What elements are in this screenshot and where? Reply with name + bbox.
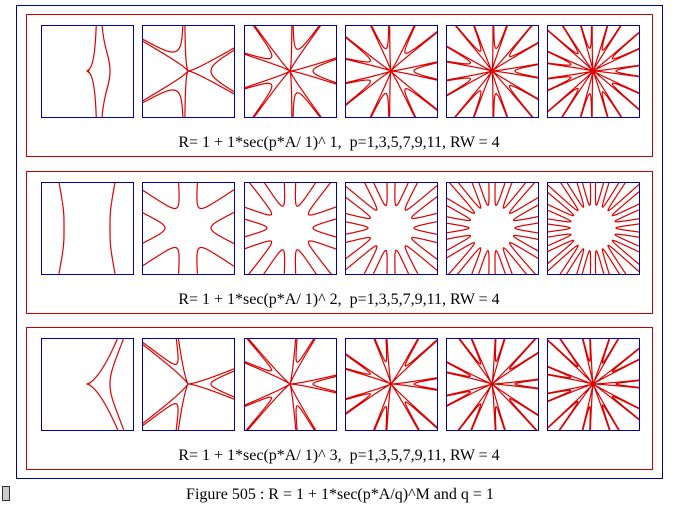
curve — [446, 338, 538, 430]
panel-border — [26, 14, 653, 157]
plot-box — [142, 182, 235, 275]
curve — [345, 25, 437, 117]
curve — [345, 182, 437, 274]
curve — [58, 182, 116, 274]
panel-caption: R= 1 + 1*sec(p*A/ 1)^ 1, p=1,3,5,7,9,11,… — [178, 134, 499, 151]
curve — [446, 25, 538, 117]
panel-border — [26, 171, 653, 314]
plot-box — [345, 338, 438, 431]
figure-border — [16, 5, 663, 479]
curve — [244, 338, 336, 430]
curve — [244, 25, 336, 117]
plot-box — [446, 182, 539, 275]
plot-box — [547, 338, 640, 431]
curve — [345, 338, 437, 430]
panel-border — [26, 327, 653, 470]
plot-box — [446, 338, 539, 431]
curve — [142, 25, 234, 117]
curve — [244, 182, 336, 274]
curve — [86, 338, 125, 430]
panel-caption: R= 1 + 1*sec(p*A/ 1)^ 2, p=1,3,5,7,9,11,… — [178, 291, 499, 308]
plot-box — [41, 182, 134, 275]
plot-box — [446, 25, 539, 118]
curve — [142, 338, 234, 430]
plot-box — [547, 182, 640, 275]
plot-box — [547, 25, 640, 118]
plot-box — [244, 182, 337, 275]
curve — [547, 182, 639, 274]
plot-box — [142, 25, 235, 118]
curve — [86, 25, 111, 117]
plot-box — [244, 25, 337, 118]
curve — [547, 338, 639, 430]
curve — [446, 182, 538, 274]
plot-box — [345, 25, 438, 118]
panel-caption: R= 1 + 1*sec(p*A/ 1)^ 3, p=1,3,5,7,9,11,… — [178, 447, 499, 464]
plot-box — [41, 338, 134, 431]
figure-caption: Figure 505 : R = 1 + 1*sec(p*A/q)^M and … — [186, 486, 494, 503]
curve — [142, 182, 234, 274]
plot-box — [244, 338, 337, 431]
plot-box — [345, 182, 438, 275]
curve — [547, 25, 639, 117]
plot-box — [142, 338, 235, 431]
icon — [2, 486, 10, 501]
plot-box — [41, 25, 134, 118]
